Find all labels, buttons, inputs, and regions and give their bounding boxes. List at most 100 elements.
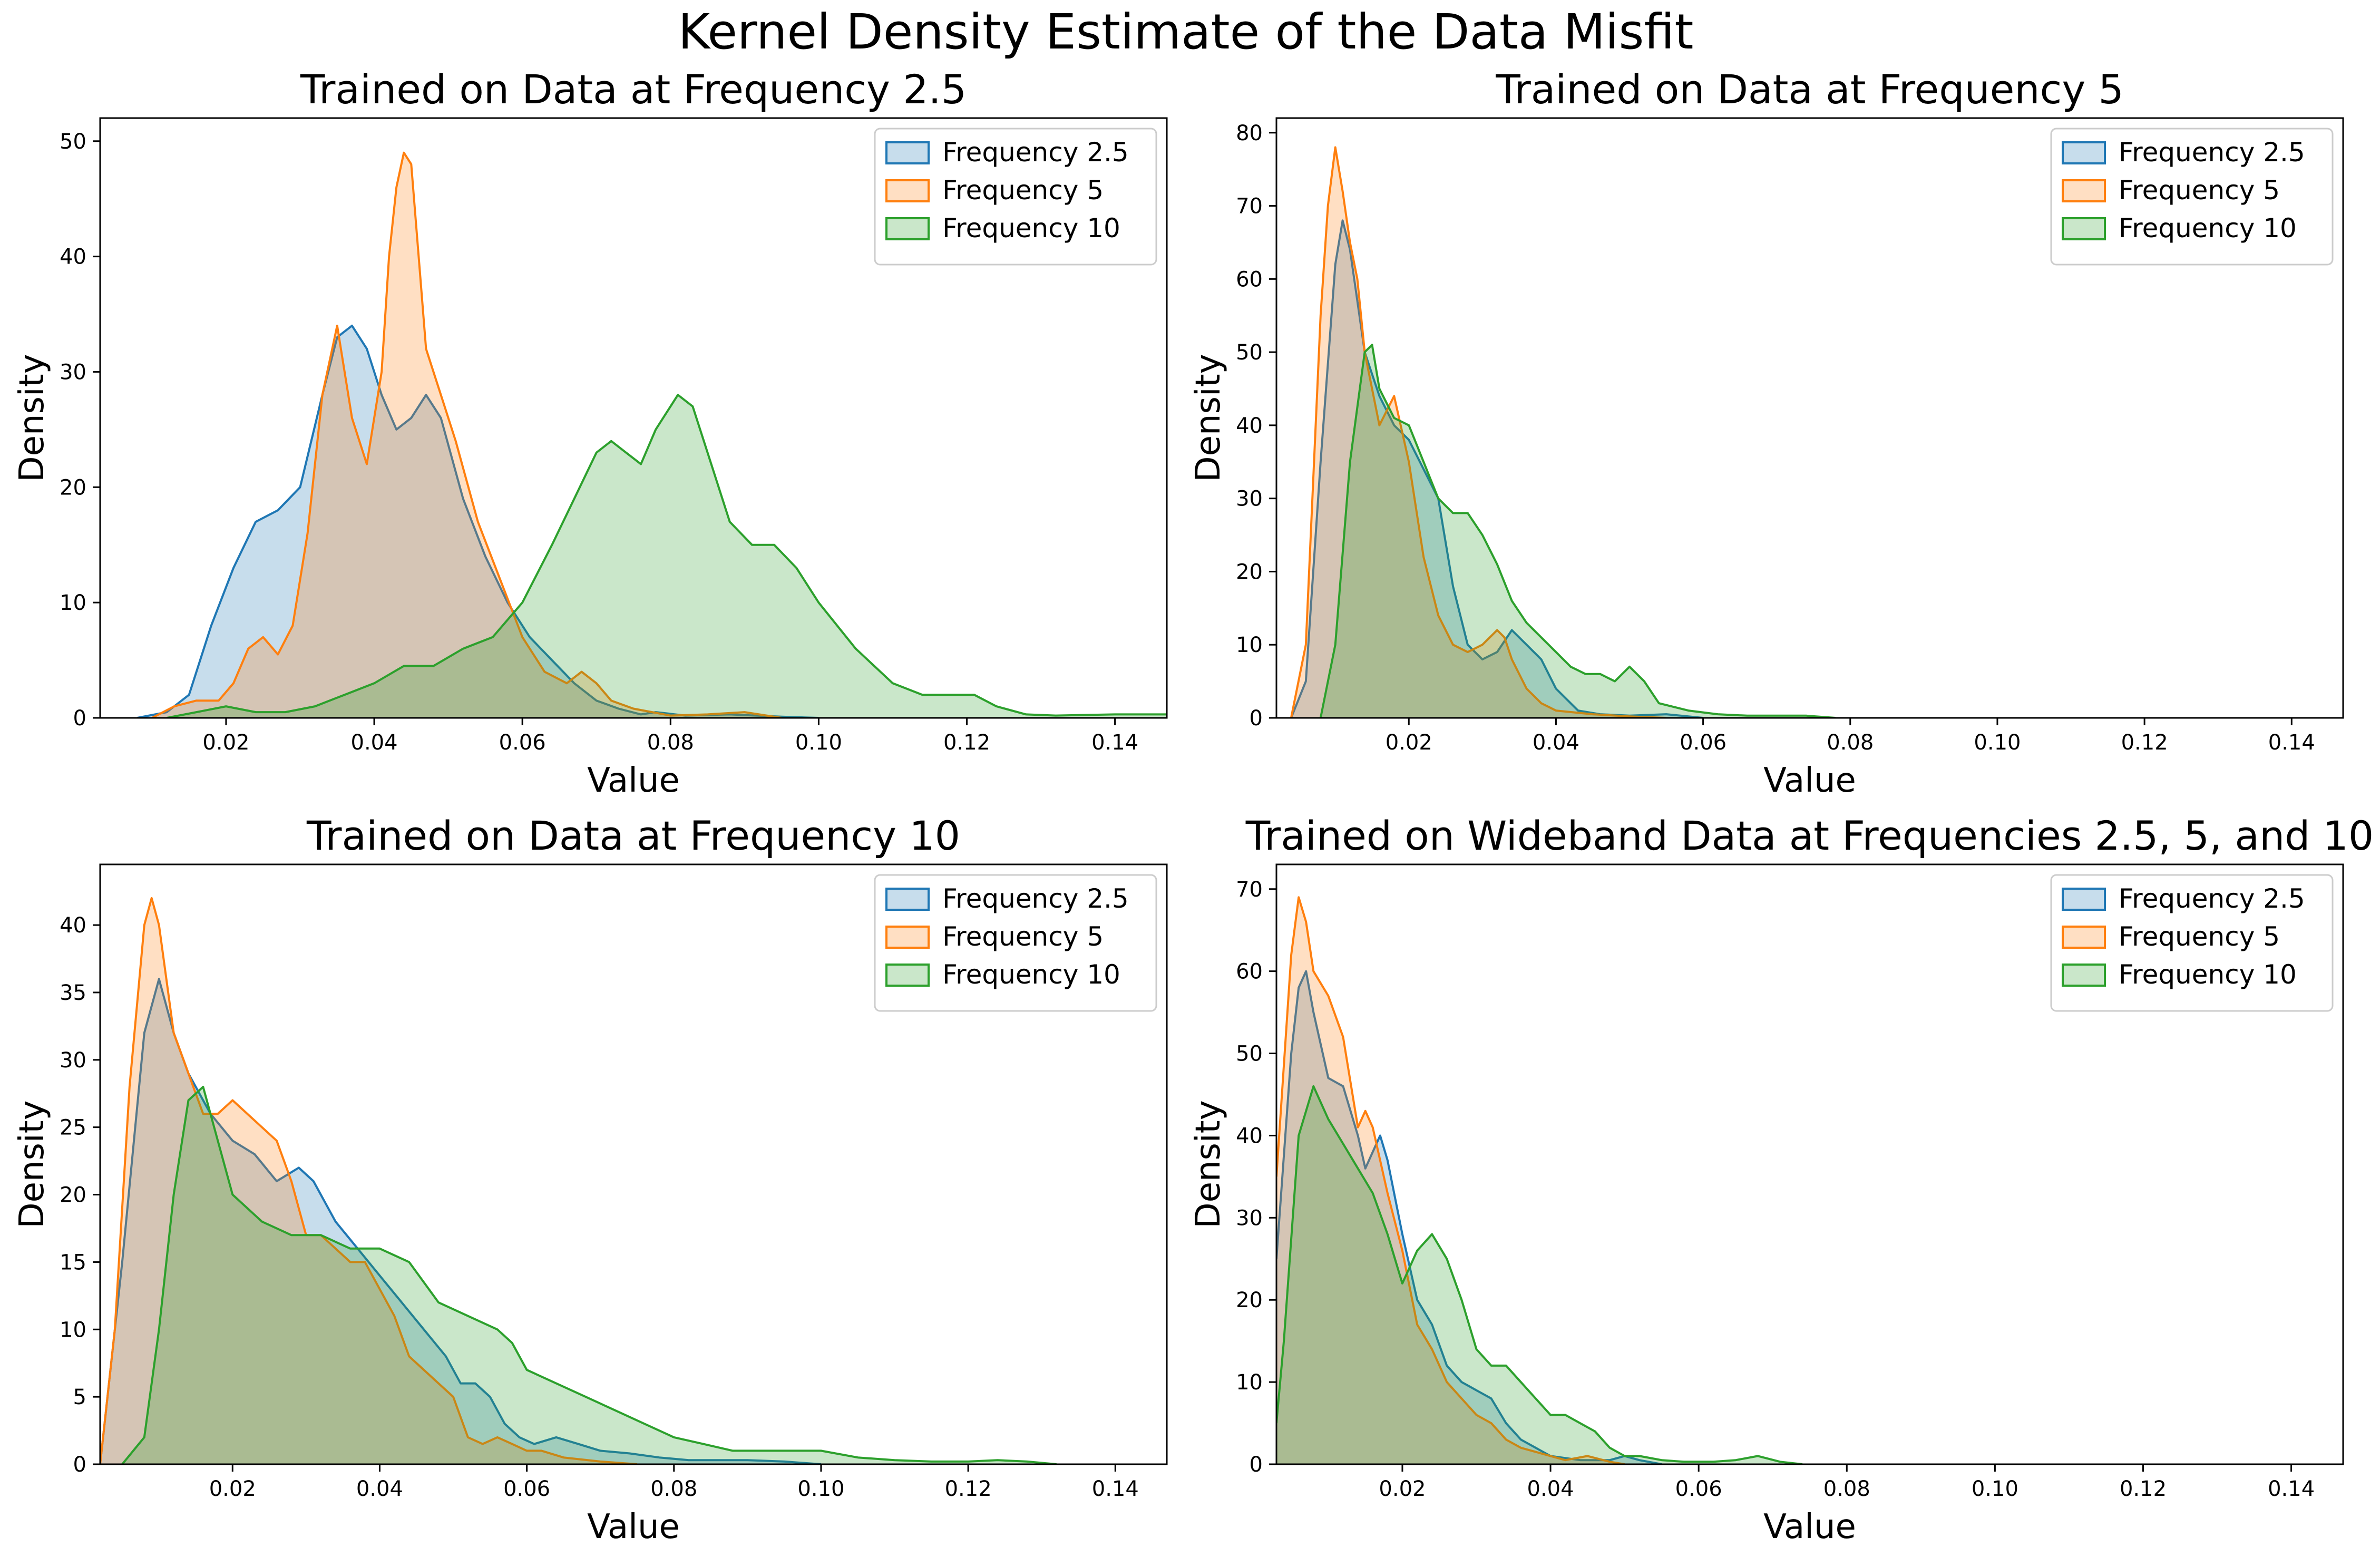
y-tick-label: 0 — [1250, 706, 1263, 731]
y-tick-label: 10 — [60, 1318, 86, 1342]
y-tick-label: 40 — [60, 913, 86, 938]
y-tick-label: 40 — [1236, 1124, 1263, 1148]
y-axis-label: Density — [1189, 1100, 1228, 1228]
x-tick-label: 0.14 — [2268, 1477, 2315, 1501]
density-area-series-1 — [137, 325, 819, 718]
density-area-series-1 — [100, 979, 821, 1464]
y-tick-label: 80 — [1236, 121, 1263, 145]
x-tick-label: 0.06 — [1675, 1477, 1722, 1501]
density-area-series-3 — [1320, 345, 1836, 718]
density-line-series-2 — [100, 897, 638, 1464]
axes-frame — [1275, 117, 2344, 719]
density-line-series-1 — [1276, 970, 1662, 1464]
y-axis-label: Density — [13, 354, 52, 482]
x-tick-label: 0.10 — [1972, 1477, 2018, 1501]
x-tick-label: 0.06 — [503, 1477, 550, 1501]
x-tick-label: 0.04 — [1533, 731, 1579, 755]
plot-area — [136, 151, 1167, 718]
x-tick-label: 0.10 — [1974, 731, 2021, 755]
density-line-series-3 — [1276, 1085, 1803, 1464]
y-tick-label: 50 — [1236, 1042, 1263, 1066]
x-tick-label: 0.04 — [351, 731, 398, 755]
axes-frame — [1275, 863, 2344, 1465]
density-area-series-2 — [100, 898, 637, 1464]
panel-title: Trained on Data at Frequency 5 — [1495, 66, 2124, 113]
y-tick-label: 30 — [60, 1048, 86, 1073]
x-tick-label: 0.02 — [1379, 1477, 1426, 1501]
x-tick-label: 0.04 — [356, 1477, 403, 1501]
y-tick-label: 25 — [60, 1116, 86, 1140]
legend-entry-label: Frequency 2.5 — [2119, 137, 2305, 168]
x-axis-label: Value — [587, 1507, 680, 1546]
density-line-series-3 — [121, 1086, 1057, 1464]
y-tick-label: 30 — [60, 360, 86, 384]
legend-swatch — [2062, 141, 2106, 164]
panel-title: Trained on Data at Frequency 2.5 — [300, 66, 967, 113]
legend-swatch — [885, 926, 930, 949]
y-tick-label: 20 — [60, 475, 86, 500]
legend-entry-label: Frequency 10 — [942, 213, 1120, 244]
y-tick-label: 40 — [1236, 414, 1263, 438]
x-tick-label: 0.10 — [795, 731, 842, 755]
legend-box — [2050, 128, 2334, 266]
x-tick-label: 0.08 — [1827, 731, 1874, 755]
x-axis-label: Value — [587, 761, 680, 800]
legend-entry-label: Frequency 5 — [2119, 921, 2280, 952]
plot-area — [1276, 896, 1803, 1464]
y-tick-label: 10 — [1236, 633, 1263, 657]
y-axis-label: Density — [1189, 354, 1228, 482]
x-axis-label: Value — [1763, 1507, 1856, 1546]
y-tick-label: 20 — [1236, 560, 1263, 584]
x-tick-label: 0.02 — [1386, 731, 1432, 755]
x-tick-label: 0.08 — [647, 731, 694, 755]
y-tick-label: 70 — [1236, 194, 1263, 219]
density-line-series-3 — [1319, 344, 1836, 718]
legend: Frequency 2.5 Frequency 5 Frequency 10 — [2050, 874, 2334, 1012]
plot-area — [1290, 146, 1836, 718]
x-tick-label: 0.12 — [945, 1477, 992, 1501]
y-tick-label: 50 — [60, 130, 86, 154]
density-area-series-1 — [1291, 220, 1703, 718]
density-area-series-3 — [167, 395, 1167, 718]
x-axis-label: Value — [1763, 761, 1856, 800]
panel-title: Trained on Wideband Data at Frequencies … — [1245, 812, 2374, 859]
y-tick-label: 0 — [73, 706, 86, 731]
plot-area — [100, 897, 1057, 1464]
axes-frame — [99, 117, 1168, 719]
legend-entry-label: Frequency 5 — [2119, 175, 2280, 206]
legend-box — [2050, 874, 2334, 1012]
y-tick-label: 5 — [73, 1385, 86, 1409]
x-tick-label: 0.04 — [1527, 1477, 1574, 1501]
legend-swatch — [2062, 179, 2106, 202]
x-tick-label: 0.14 — [1091, 731, 1138, 755]
x-tick-label: 0.12 — [2121, 731, 2168, 755]
density-area-series-3 — [1276, 1086, 1802, 1464]
x-tick-label: 0.06 — [1680, 731, 1727, 755]
y-tick-label: 35 — [60, 981, 86, 1005]
kde-panel-4: 0.02 0.04 0.06 0.08 0.10 0.12 0.14 0 10 20 30 40 50 6… — [1189, 812, 2374, 1546]
x-tick-label: 0.02 — [202, 731, 249, 755]
y-tick-label: 10 — [1236, 1370, 1263, 1395]
legend-entry-label: Frequency 5 — [942, 921, 1104, 952]
legend: Frequency 2.5 Frequency 5 Frequency 10 — [2050, 128, 2334, 266]
density-area-series-2 — [1291, 147, 1666, 718]
legend-box — [874, 128, 1157, 266]
x-tick-label: 0.12 — [943, 731, 990, 755]
density-line-series-1 — [100, 978, 822, 1464]
density-line-series-2 — [1276, 896, 1625, 1464]
kde-panel-3: 0.02 0.04 0.06 0.08 0.10 0.12 0.14 0 5 10 15 20 25 30… — [13, 812, 1168, 1546]
legend-swatch — [885, 141, 930, 164]
kde-panel-2: 0.02 0.04 0.06 0.08 0.10 0.12 0.14 0 10 20 30 40 50 6… — [1189, 66, 2344, 800]
legend: Frequency 2.5 Frequency 5 Frequency 10 — [874, 128, 1157, 266]
y-tick-label: 50 — [1236, 340, 1263, 365]
legend-entry-label: Frequency 2.5 — [2119, 883, 2305, 914]
axes-frame — [99, 863, 1168, 1465]
y-tick-label: 20 — [60, 1183, 86, 1208]
legend-swatch — [2062, 888, 2106, 911]
y-tick-label: 30 — [1236, 1206, 1263, 1230]
legend-swatch — [885, 179, 930, 202]
kde-panel-1: 0.02 0.04 0.06 0.08 0.10 0.12 0.14 0 10 20 30 40 50 T… — [13, 66, 1168, 800]
legend-entry-label: Frequency 5 — [942, 175, 1104, 206]
x-tick-label: 0.02 — [209, 1477, 256, 1501]
